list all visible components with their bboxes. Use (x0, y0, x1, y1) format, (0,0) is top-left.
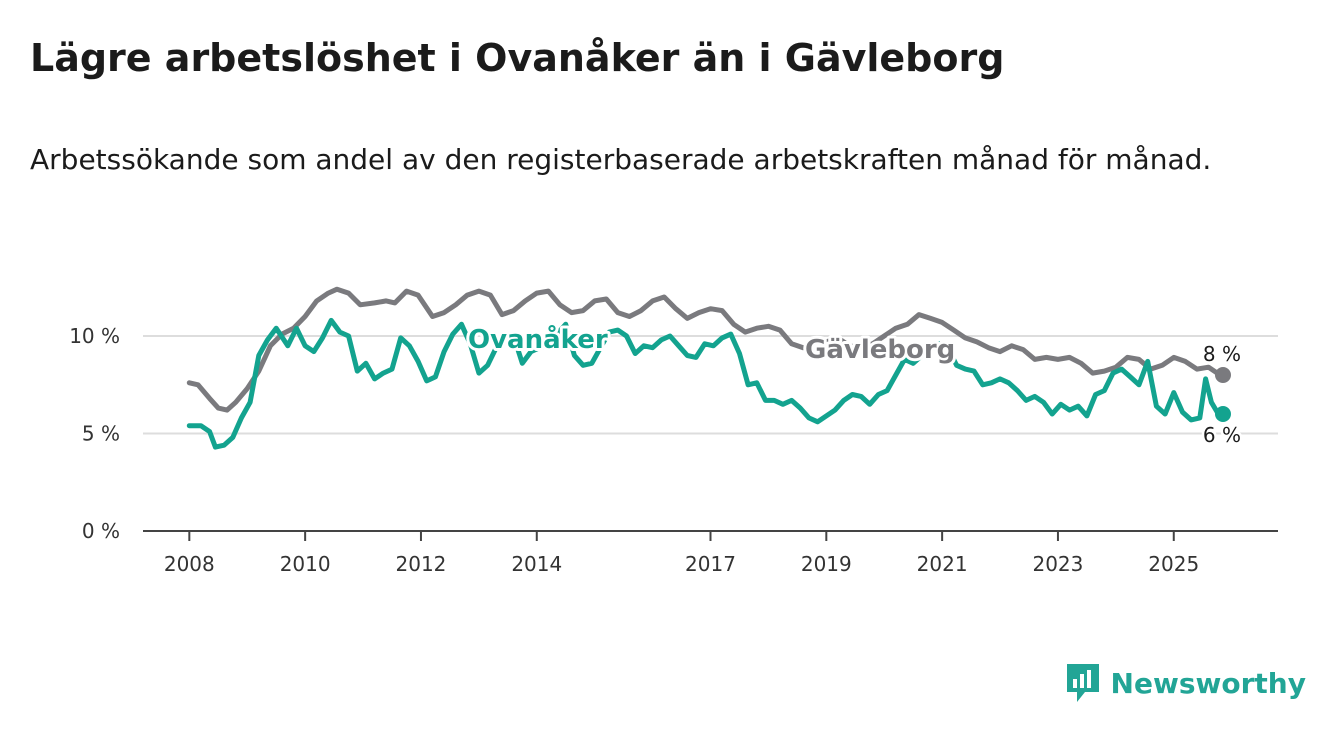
y-tick-label: 5 % (82, 422, 120, 446)
x-tick-label: 2012 (396, 552, 447, 576)
x-tick-label: 2019 (801, 552, 852, 576)
end-label-ovanaker: 6 % (1203, 423, 1241, 447)
x-tick-label: 2014 (511, 552, 562, 576)
series-label-gavleborg: Gävleborg (805, 335, 955, 365)
series-line-ovanaker (186, 317, 1226, 450)
brand-logo: Newsworthy (1065, 662, 1306, 704)
brand-name: Newsworthy (1110, 666, 1306, 700)
series-label-ovanaker: Ovanåker (468, 323, 608, 355)
bar-chart-logo-icon (1066, 664, 1099, 702)
x-tick-label: 2010 (280, 552, 331, 576)
end-point-gavleborg (1214, 367, 1231, 383)
x-tick-label: 2023 (1032, 552, 1083, 576)
y-tick-label: 0 % (82, 519, 120, 543)
chart-title: Lägre arbetslöshet i Ovanåker än i Gävle… (30, 36, 1005, 80)
x-tick-label: 2017 (685, 552, 736, 576)
x-tick-label: 2025 (1148, 552, 1199, 576)
end-label-gavleborg: 8 % (1203, 342, 1241, 366)
chart-subtitle: Arbetssökande som andel av den registerb… (30, 143, 1212, 176)
y-tick-label: 10 % (69, 324, 120, 348)
x-tick-label: 2021 (917, 552, 968, 576)
end-point-ovanaker (1214, 406, 1231, 422)
series-line-gavleborg (186, 286, 1226, 413)
x-tick-label: 2008 (164, 552, 215, 576)
